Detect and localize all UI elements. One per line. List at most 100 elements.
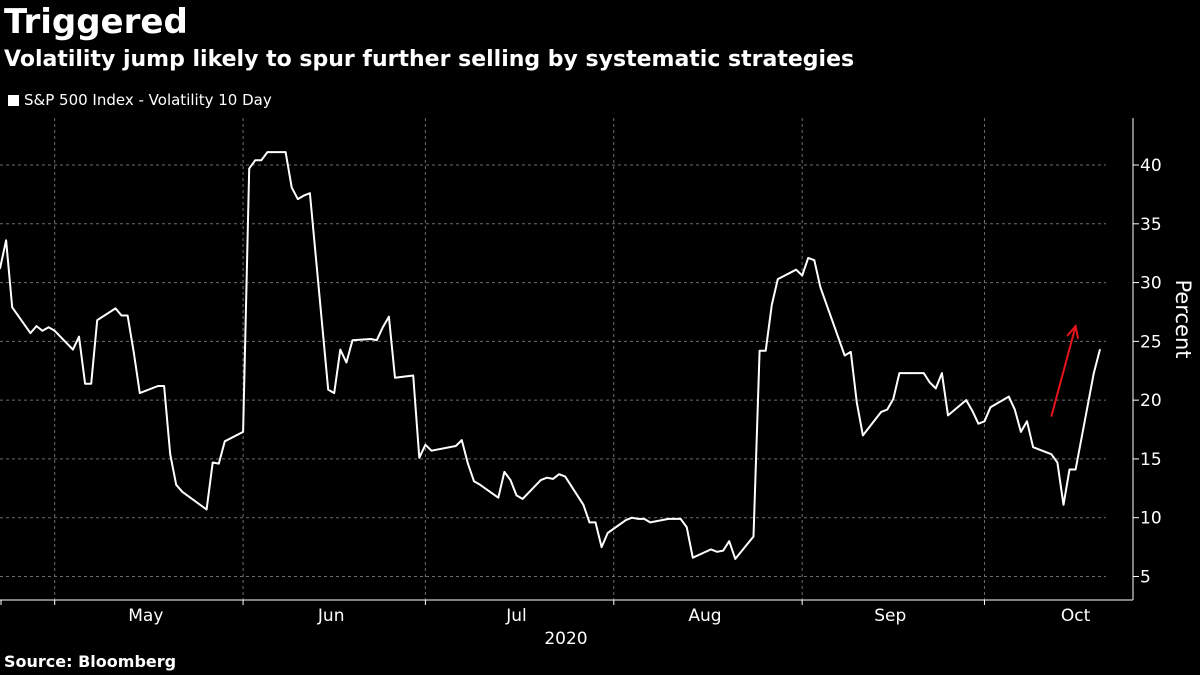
data-point	[467, 462, 469, 465]
data-point	[843, 354, 846, 357]
data-point	[631, 516, 633, 519]
data-point	[692, 556, 694, 559]
legend: S&P 500 Index - Volatility 10 Day	[8, 90, 272, 110]
data-point	[1008, 395, 1010, 398]
data-point	[1099, 348, 1101, 351]
data-point	[941, 372, 943, 374]
data-point	[339, 348, 342, 351]
source-note: Source: Bloomberg	[4, 652, 177, 671]
data-point	[856, 401, 858, 404]
data-point	[169, 453, 171, 456]
data-point	[309, 192, 311, 194]
data-point	[685, 526, 688, 528]
data-point	[971, 409, 974, 412]
data-point	[1020, 431, 1022, 433]
data-point	[132, 351, 135, 353]
annotations	[1050, 323, 1080, 417]
data-point	[473, 480, 475, 483]
data-point	[303, 194, 305, 197]
data-point	[224, 440, 226, 443]
data-point	[284, 151, 287, 153]
data-point	[679, 518, 682, 520]
data-point	[600, 546, 603, 548]
data-point	[297, 198, 299, 200]
y-tick-label: 25	[1140, 332, 1162, 352]
data-point	[327, 388, 330, 391]
data-point	[72, 348, 74, 351]
data-point	[546, 476, 548, 479]
y-tick-label: 20	[1140, 391, 1162, 411]
data-point	[813, 259, 816, 262]
data-point	[558, 473, 560, 476]
data-point	[983, 420, 986, 423]
data-point	[1074, 468, 1077, 471]
data-point	[922, 372, 925, 374]
data-point	[479, 484, 481, 486]
data-point	[728, 540, 730, 542]
data-point	[582, 504, 585, 506]
data-point	[989, 406, 992, 409]
data-point	[904, 372, 907, 374]
data-point	[965, 399, 967, 401]
data-point	[880, 411, 882, 413]
x-tick-label: Sep	[874, 606, 906, 626]
data-point	[0, 267, 1, 270]
data-point	[898, 372, 901, 374]
y-tick-label: 10	[1140, 509, 1162, 529]
data-point	[540, 479, 542, 481]
data-point	[242, 431, 244, 433]
data-point	[947, 414, 949, 417]
x-tick-label: Jun	[317, 606, 345, 626]
y-tick-label: 30	[1140, 274, 1162, 294]
data-point	[455, 445, 457, 447]
data-point	[935, 387, 937, 390]
data-point	[181, 491, 184, 493]
data-point	[503, 471, 506, 473]
data-point	[248, 167, 250, 170]
data-point	[78, 335, 80, 338]
data-point	[369, 338, 372, 340]
data-point	[114, 307, 117, 310]
arrow-head	[1066, 323, 1080, 340]
y-tick-label: 35	[1140, 215, 1162, 235]
data-point	[1050, 453, 1053, 456]
y-axis-title: Percent	[1171, 279, 1195, 358]
data-point	[795, 268, 797, 271]
data-point	[163, 385, 165, 387]
data-point	[412, 374, 415, 377]
data-point	[1068, 468, 1071, 471]
data-point	[211, 461, 214, 464]
data-point	[345, 361, 348, 364]
data-point	[29, 332, 32, 334]
data-point	[1093, 372, 1095, 374]
data-point	[588, 521, 591, 524]
data-point	[892, 398, 895, 400]
data-point	[777, 278, 779, 280]
data-point	[260, 159, 263, 162]
data-point	[722, 549, 724, 552]
data-point	[254, 159, 256, 162]
data-point	[764, 350, 767, 352]
y-tick-label: 15	[1140, 450, 1162, 470]
grid	[0, 118, 1106, 600]
x-tick-label: Oct	[1061, 606, 1091, 626]
data-point	[218, 462, 220, 465]
data-point	[552, 478, 554, 480]
data-point	[1056, 461, 1059, 464]
data-point	[333, 392, 336, 394]
chart-title: Triggered	[4, 2, 188, 42]
data-point	[90, 382, 92, 385]
data-point	[977, 422, 980, 425]
data-point	[53, 330, 56, 332]
data-point	[290, 186, 293, 189]
data-point	[606, 532, 609, 534]
data-point	[84, 382, 86, 385]
data-point	[1014, 408, 1016, 411]
data-point	[509, 479, 512, 481]
data-point	[1062, 504, 1065, 506]
data-point	[649, 521, 651, 524]
data-point	[157, 385, 159, 387]
data-point	[758, 350, 761, 352]
data-point	[886, 408, 888, 411]
